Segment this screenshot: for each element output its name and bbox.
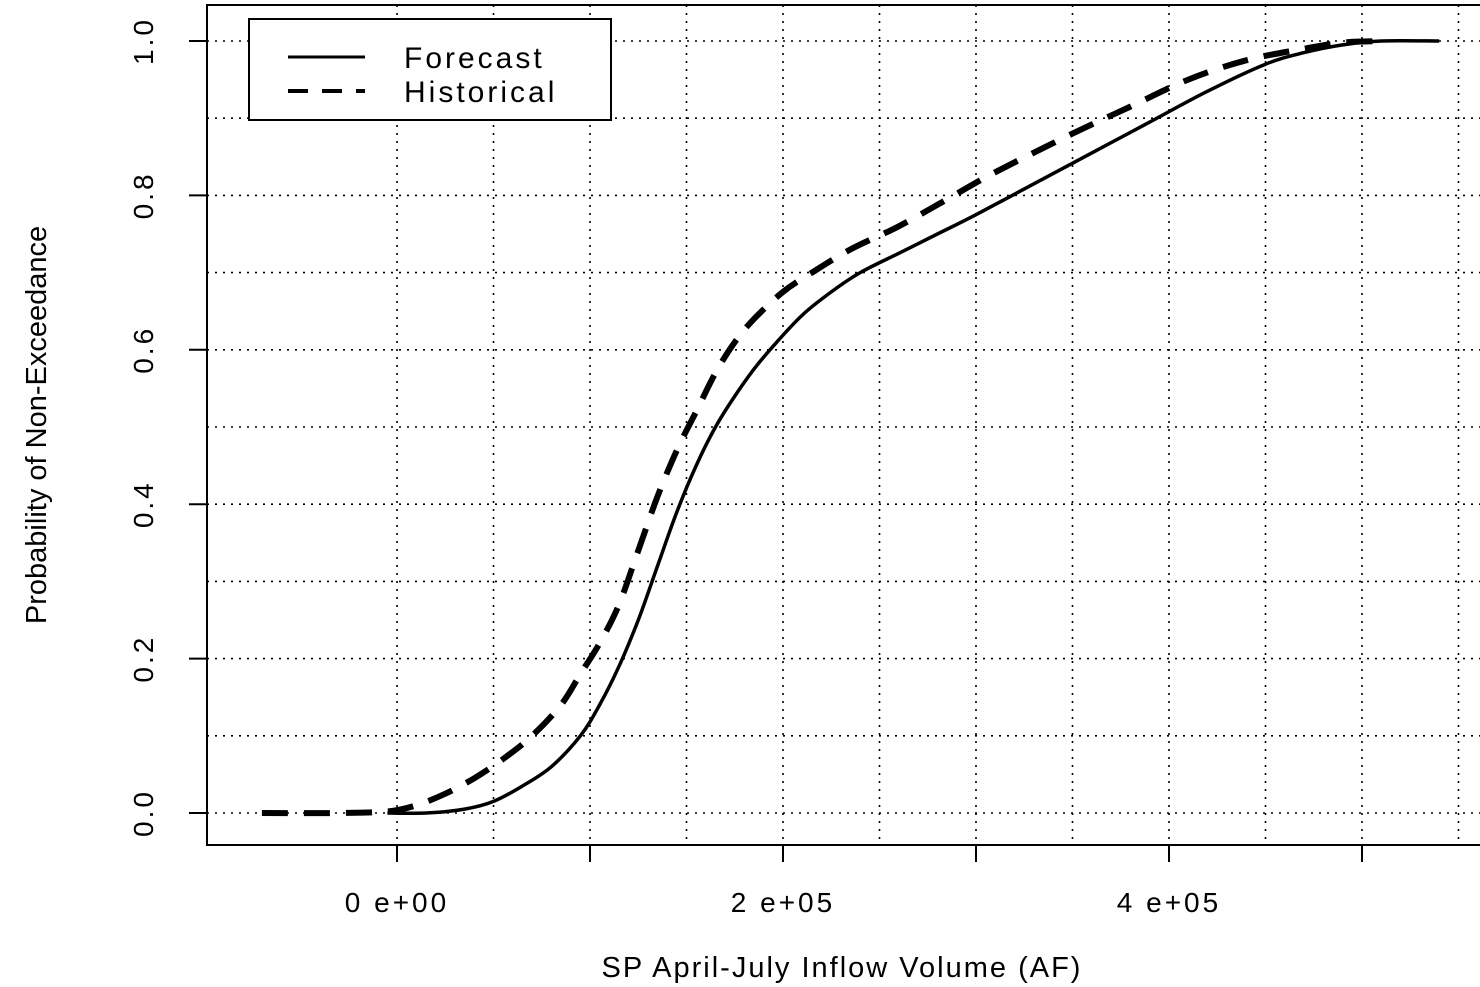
y-tick-label: 0.4 (128, 480, 159, 528)
legend-label-historical: Historical (404, 76, 557, 109)
series-lines (262, 41, 1439, 814)
axes: 0 e+00 2 e+05 4 e+05 0.0 0.2 0.4 0.6 0.8 1.0 (128, 17, 1362, 918)
plot-frame (207, 5, 1480, 845)
grid-lines (207, 5, 1480, 845)
y-tick-label: 0.8 (128, 171, 159, 219)
legend-label-forecast: Forecast (404, 42, 545, 75)
series-line-forecast (387, 41, 1439, 814)
x-tick-label: 4 e+05 (1117, 887, 1221, 918)
x-tick-label: 0 e+00 (345, 887, 449, 918)
series-line-historical (262, 41, 1381, 813)
y-tick-label: 0.2 (128, 635, 159, 683)
y-axis-title: Probability of Non-Exceedance (21, 226, 53, 624)
x-axis-title: SP April-July Inflow Volume (AF) (602, 952, 1083, 984)
y-tick-label: 0.0 (128, 789, 159, 837)
y-tick-label: 1.0 (128, 17, 159, 65)
x-tick-label: 2 e+05 (731, 887, 835, 918)
legend: Forecast Historical (249, 19, 611, 120)
y-tick-label: 0.6 (128, 326, 159, 374)
